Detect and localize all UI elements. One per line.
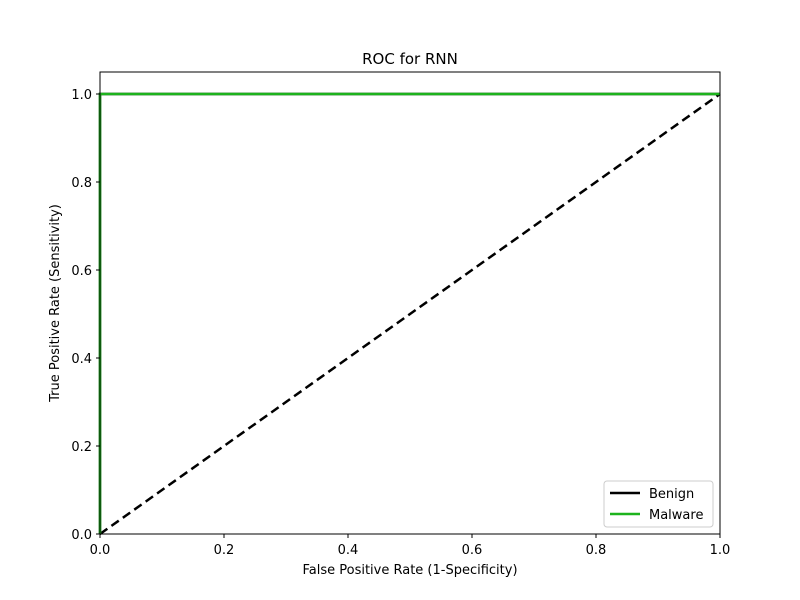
- y-tick-label: 1.0: [71, 88, 92, 103]
- y-tick-label: 0.2: [71, 440, 92, 455]
- x-tick-label: 0.6: [462, 543, 483, 558]
- legend-label-malware: Malware: [649, 508, 703, 523]
- x-tick-label: 0.0: [90, 543, 111, 558]
- x-tick-label: 0.2: [214, 543, 235, 558]
- y-axis: 0.0 0.2 0.4 0.6 0.8 1.0: [71, 88, 100, 543]
- y-axis-title: True Positive Rate (Sensitivity): [48, 204, 63, 403]
- y-tick-label: 0.4: [71, 352, 92, 367]
- x-tick-label: 0.8: [586, 543, 607, 558]
- plot-frame: [99, 71, 721, 535]
- y-tick-label: 0.6: [71, 264, 92, 279]
- legend: Benign Malware: [603, 480, 714, 528]
- reference-diagonal-line: [99, 92, 721, 536]
- legend-items: Benign Malware: [610, 487, 703, 523]
- x-tick-label: 1.0: [710, 543, 731, 558]
- chart-title: ROC for RNN: [362, 50, 458, 68]
- x-axis-title: False Positive Rate (1-Specificity): [302, 563, 517, 578]
- x-axis: 0.0 0.2 0.4 0.6 0.8 1.0: [90, 534, 731, 558]
- legend-label-benign: Benign: [649, 487, 694, 502]
- plot-area: [98, 71, 721, 536]
- series-layer: [98, 92, 721, 536]
- y-tick-label: 0.0: [71, 528, 92, 543]
- x-tick-label: 0.4: [338, 543, 359, 558]
- y-tick-label: 0.8: [71, 176, 92, 191]
